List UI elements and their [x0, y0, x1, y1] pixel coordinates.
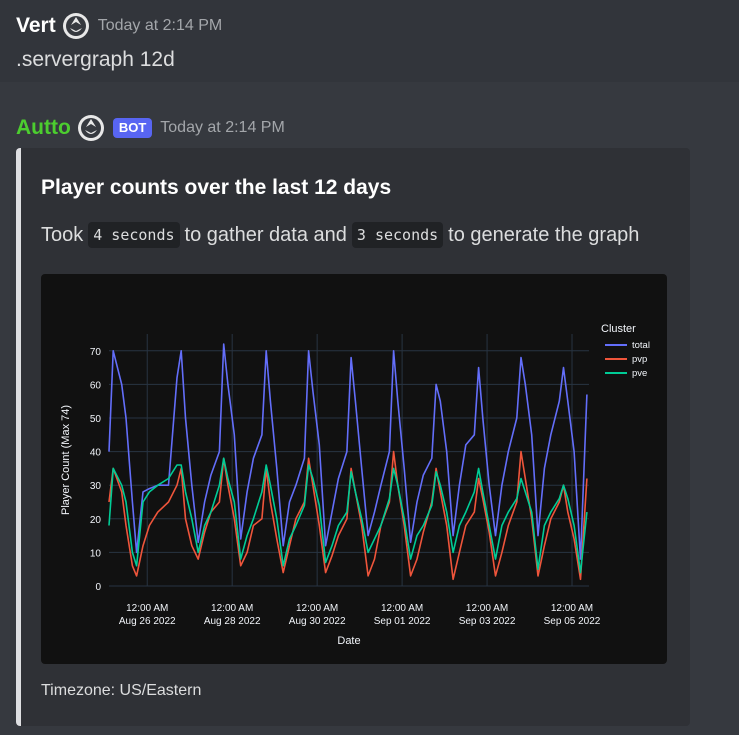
- username-vert[interactable]: Vert: [16, 14, 56, 37]
- x-tick-label-date: Aug 30 2022: [289, 616, 346, 627]
- series-line-pve: [108, 457, 588, 574]
- y-tick-label: 20: [90, 515, 102, 526]
- x-tick-label-time: 12:00 AM: [126, 603, 168, 614]
- inline-code-gather: 4 seconds: [88, 222, 180, 248]
- x-tick-label-time: 12:00 AM: [296, 603, 338, 614]
- series-line-pvp: [108, 450, 588, 581]
- series-line-total: [108, 343, 588, 560]
- user-badge-icon[interactable]: [62, 12, 90, 40]
- inline-code-generate: 3 seconds: [351, 222, 444, 248]
- y-tick-label: 40: [90, 448, 102, 459]
- y-tick-label: 60: [90, 380, 102, 391]
- y-tick-label: 70: [90, 347, 102, 358]
- x-tick-label-date: Aug 26 2022: [119, 616, 176, 627]
- x-tick-label-date: Sep 01 2022: [374, 616, 431, 627]
- y-tick-label: 50: [90, 414, 102, 425]
- x-tick-label-time: 12:00 AM: [466, 603, 508, 614]
- x-tick-label-date: Sep 05 2022: [544, 616, 601, 627]
- player-count-chart: 0 10 20 30 40 50 60 70 12:00 AM Aug 26 2022 12:00 …: [60, 323, 650, 647]
- embed: Player counts over the last 12 days Took…: [16, 148, 690, 726]
- x-tick-label-time: 12:00 AM: [551, 603, 593, 614]
- message-bot: Autto BOT Today at 2:14 PM: [0, 104, 739, 735]
- x-tick-label-date: Aug 28 2022: [204, 616, 261, 627]
- message-header: Vert Today at 2:14 PM: [16, 12, 222, 40]
- y-tick-label: 30: [90, 481, 102, 492]
- bot-tag: BOT: [112, 118, 153, 138]
- username-autto[interactable]: Autto: [16, 116, 71, 139]
- legend-label-pvp[interactable]: pvp: [632, 354, 647, 365]
- message-content: .servergraph 12d: [16, 48, 175, 71]
- legend-title: Cluster: [601, 323, 636, 335]
- graph-image[interactable]: 0 10 20 30 40 50 60 70 12:00 AM Aug 26 2022 12:00 …: [41, 274, 667, 664]
- bot-badge-icon[interactable]: [77, 114, 105, 142]
- x-tick-label-date: Sep 03 2022: [459, 616, 516, 627]
- y-tick-label: 0: [95, 582, 101, 593]
- x-tick-label-time: 12:00 AM: [381, 603, 423, 614]
- desc-text-2: to gather data and: [184, 223, 347, 246]
- legend-label-pve[interactable]: pve: [632, 368, 647, 379]
- legend-label-total[interactable]: total: [632, 340, 650, 351]
- embed-title: Player counts over the last 12 days: [41, 176, 392, 199]
- message-user: Vert Today at 2:14 PM .servergraph 12d: [0, 0, 739, 82]
- message-header: Autto BOT Today at 2:14 PM: [16, 114, 285, 142]
- x-tick-label-time: 12:00 AM: [211, 603, 253, 614]
- desc-text-1: Took: [41, 223, 84, 246]
- desc-text-3: to generate the graph: [448, 223, 640, 246]
- y-axis-label: Player Count (Max 74): [60, 405, 72, 515]
- x-axis-label: Date: [337, 635, 360, 647]
- message-timestamp: Today at 2:14 PM: [160, 119, 285, 136]
- message-timestamp: Today at 2:14 PM: [97, 17, 223, 34]
- y-tick-label: 10: [90, 548, 102, 559]
- embed-footer: Timezone: US/Eastern: [41, 682, 202, 699]
- embed-description: Took 4 seconds to gather data and 3 seco…: [41, 222, 639, 248]
